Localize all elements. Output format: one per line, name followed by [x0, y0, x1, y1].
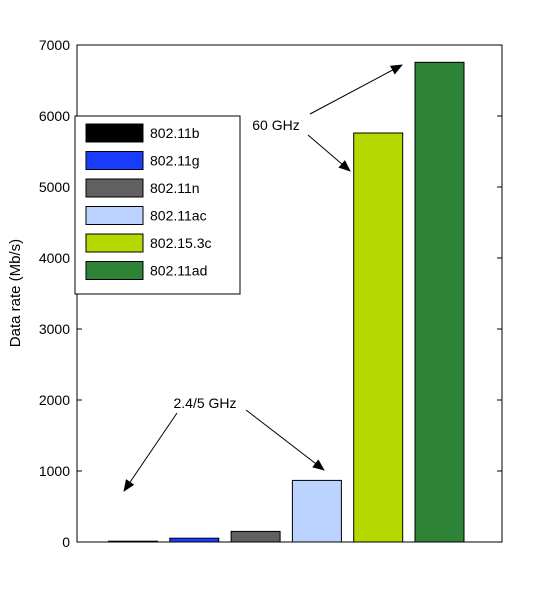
- legend-swatch-802.11ac: [85, 206, 144, 225]
- legend: 802.11b 802.11g 802.11n 802.11ac 802.15.3c 80…: [74, 115, 241, 295]
- annotation-label: 2.4/5 GHz: [173, 395, 236, 411]
- y-tick-label: 0: [62, 534, 70, 550]
- legend-label-802.11b: 802.11b: [150, 125, 200, 141]
- legend-swatch-802.11b: [85, 123, 144, 143]
- legend-label-802.11g: 802.11g: [150, 153, 200, 169]
- annotation-label: 60 GHz: [252, 117, 299, 133]
- legend-label-802.11ac: 802.11ac: [150, 208, 207, 224]
- y-tick-label: 7000: [39, 37, 70, 53]
- bars: [108, 61, 465, 543]
- bar-802.11ad: [414, 61, 465, 543]
- legend-label-802.11n: 802.11n: [150, 180, 200, 196]
- annotation-arrow-802.11b: [123, 412, 178, 492]
- y-tick-label: 5000: [39, 179, 70, 195]
- y-axis: 0 1000 2000 3000 4000 5000 6000 7000: [39, 37, 502, 550]
- legend-swatch-802.11n: [85, 178, 144, 198]
- legend-swatch-802.11ad: [85, 261, 144, 280]
- y-axis-label: Data rate (Mb/s): [7, 239, 24, 347]
- y-tick-label: 4000: [39, 250, 70, 266]
- y-tick-label: 3000: [39, 321, 70, 337]
- annotation-arrow-802.11ac: [245, 409, 325, 471]
- bar-802.11g: [169, 537, 220, 543]
- bar-802.11n: [230, 530, 281, 543]
- y-tick-label: 1000: [39, 463, 70, 479]
- legend-swatch-802.11g: [85, 151, 144, 170]
- bar-802.11ac: [291, 479, 342, 543]
- y-tick-label: 6000: [39, 108, 70, 124]
- bar-802.15.3c: [353, 132, 404, 543]
- annotation-arrow-802.11ad: [309, 64, 403, 115]
- annotation-arrow-802.15.3c: [307, 134, 351, 172]
- legend-label-802.11ad: 802.11ad: [150, 263, 207, 279]
- annotations: 2.4/5 GHz 60 GHz: [123, 64, 403, 492]
- legend-swatch-802.15.3c: [85, 233, 144, 253]
- legend-label-802.15.3c: 802.15.3c: [150, 235, 212, 251]
- y-tick-label: 2000: [39, 392, 70, 408]
